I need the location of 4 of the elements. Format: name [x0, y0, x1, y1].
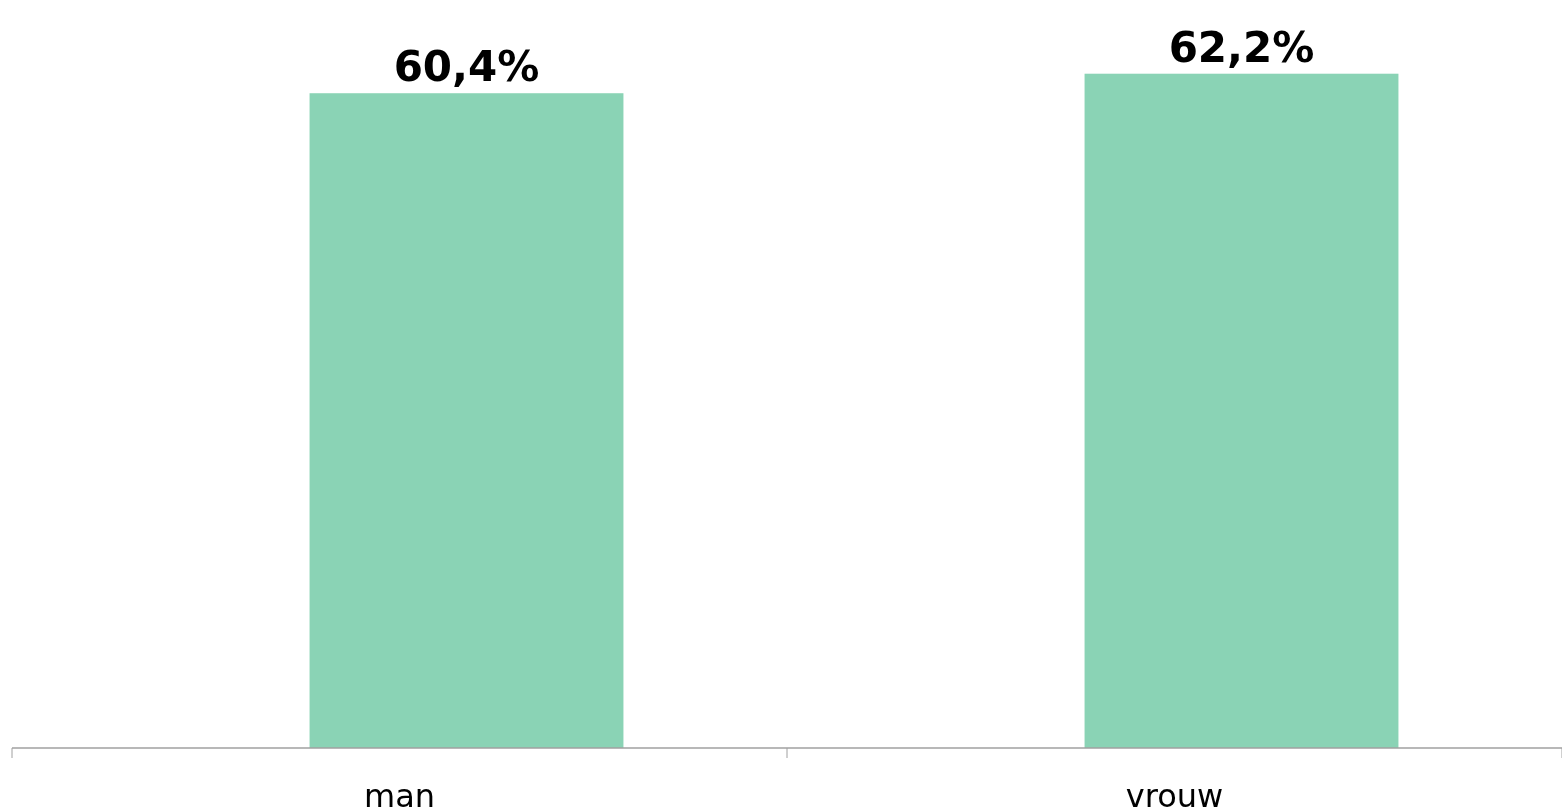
x-tick-label: man — [363, 777, 436, 811]
x-tick-label: vrouw — [1125, 777, 1224, 811]
data-label: 60,4% — [393, 42, 540, 92]
data-label: 62,2% — [1168, 22, 1315, 72]
